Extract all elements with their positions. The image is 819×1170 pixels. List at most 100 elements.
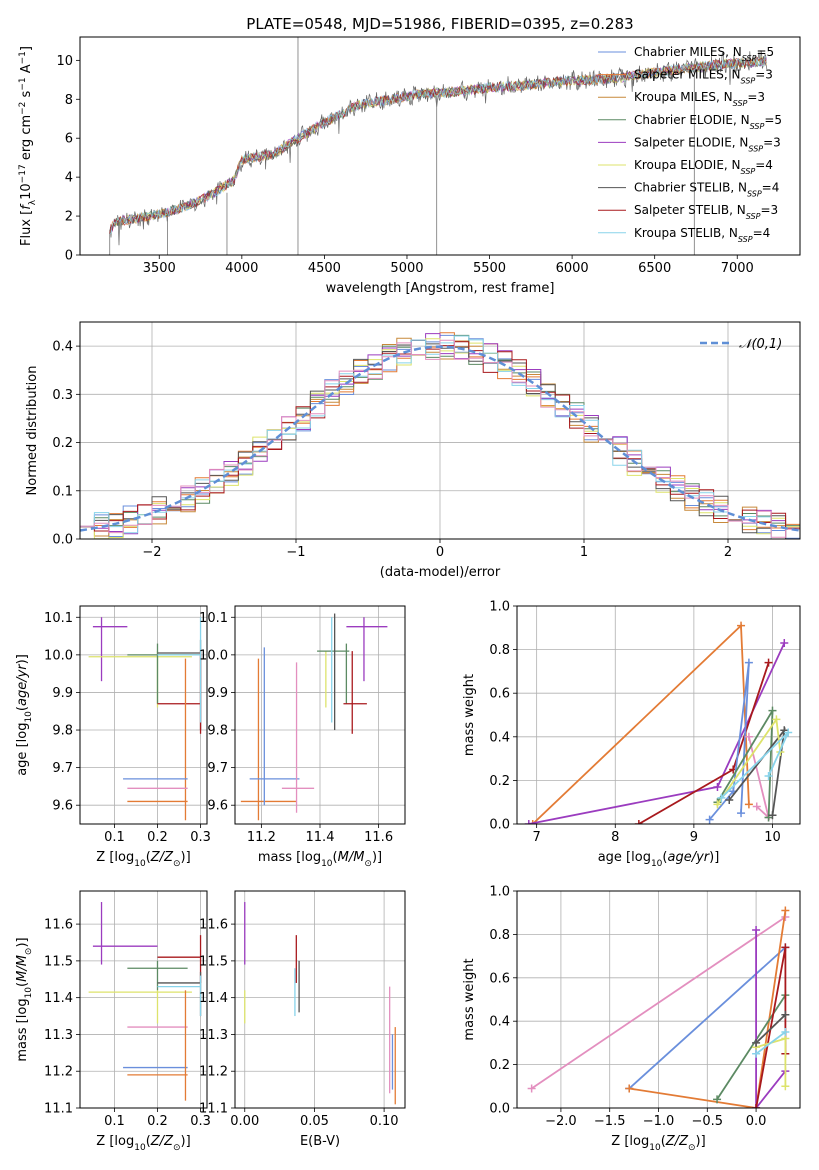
- x-axis-label: (data-model)/error: [380, 565, 501, 580]
- x-tick-label: −1.0: [643, 1114, 675, 1129]
- weight-marker: [527, 1084, 536, 1093]
- weight-line: [531, 916, 786, 1090]
- errorbar-point: [127, 658, 188, 821]
- weight-marker: [752, 1038, 761, 1047]
- y-tick-label: 0.0: [489, 818, 510, 833]
- x-axis-label: E(B-V): [300, 1134, 340, 1149]
- y-tick-label: 11.3: [44, 1028, 73, 1043]
- y-tick-label: 9.9: [52, 686, 73, 701]
- y-tick-label: 10.1: [199, 611, 228, 626]
- weight-line: [755, 1014, 787, 1044]
- x-tick-label: 10: [764, 830, 781, 845]
- weight-marker: [781, 906, 790, 915]
- x-tick-label: 0.05: [300, 1114, 329, 1129]
- y-tick-label: 9.7: [207, 761, 228, 776]
- y-axis-label: mass weight: [462, 674, 477, 756]
- weight-marker: [768, 706, 777, 715]
- x-axis-label: wavelength [Angstrom, rest frame]: [326, 281, 555, 296]
- grid-age_vs_mass: [235, 606, 405, 824]
- errorbars-mass_vs_Z: [88, 902, 202, 1101]
- y-tick-label: 11.6: [199, 918, 228, 933]
- weight-marker: [744, 658, 753, 667]
- x-tick-label: 6000: [556, 261, 589, 276]
- y-tick-label: 0.8: [489, 928, 510, 943]
- y-tick-label: 11.1: [199, 1102, 228, 1117]
- x-tick-label: 2: [724, 545, 732, 560]
- plot-area: [235, 891, 405, 1108]
- y-tick-label: 11.2: [44, 1065, 73, 1080]
- weight-marker: [737, 621, 746, 630]
- weight-marker: [725, 796, 734, 805]
- x-tick-label: 0.00: [230, 1114, 259, 1129]
- errorbars-age_vs_Z: [88, 617, 202, 821]
- y-tick-label: 0.4: [489, 730, 510, 745]
- errorbar-point: [343, 651, 367, 734]
- frame-mass_vs_EBV: [234, 890, 406, 1109]
- x-axis-label: Z [log10(Z/Z⊙)]: [96, 850, 190, 869]
- plot-area: [80, 606, 207, 824]
- y-tick-label: 11.1: [44, 1102, 73, 1117]
- frame-age_vs_Z: [79, 605, 208, 825]
- errorbar-point: [127, 960, 188, 991]
- x-tick-label: −2.0: [545, 1114, 577, 1129]
- y-axis-label: mass weight: [462, 958, 477, 1040]
- spectrum-data: [109, 37, 768, 255]
- y-tick-label: 0.6: [489, 687, 510, 702]
- x-tick-label: 5000: [390, 261, 423, 276]
- weight-marker: [752, 1104, 761, 1108]
- weights-weight_vs_age: [524, 621, 793, 824]
- weight-marker: [744, 800, 753, 809]
- weight-marker: [772, 715, 781, 724]
- x-tick-label: 0.1: [104, 830, 125, 845]
- y-tick-label: 11.2: [199, 1065, 228, 1080]
- weight-line: [628, 946, 787, 1090]
- weight-marker: [781, 1010, 790, 1019]
- x-tick-label: 0.3: [190, 830, 211, 845]
- x-axis-label: Z [log10(Z/Z⊙)]: [611, 1134, 705, 1153]
- y-axis-label: Normed distribution: [25, 366, 40, 496]
- weight-marker: [737, 809, 746, 818]
- weight-marker: [781, 1028, 790, 1037]
- x-tick-label: 6500: [638, 261, 671, 276]
- y-tick-label: 1.0: [489, 600, 510, 615]
- axes-mass_vs_EBV: 0.00 0.05 0.10 11.1 11.2 11.3 11.4 11.5 11.6: [199, 891, 405, 1129]
- legend-entry: Salpeter MILES, NSSP=3: [634, 68, 773, 86]
- normal-curve: [80, 345, 800, 532]
- y-tick-label: 10.0: [44, 648, 73, 663]
- weight-line: [629, 910, 787, 1108]
- y-tick-label: 0.0: [52, 533, 73, 548]
- y-tick-label: 9.8: [52, 724, 73, 739]
- errorbars-mass_vs_EBV: [244, 902, 396, 1105]
- weights-weight_vs_Z: [527, 906, 790, 1108]
- legend-entry: Kroupa ELODIE, NSSP=4: [634, 158, 773, 176]
- weight-line: [755, 930, 787, 1108]
- x-tick-label: 11.2: [247, 830, 276, 845]
- residual-histogram: [80, 339, 800, 538]
- y-tick-label: 9.6: [207, 799, 228, 814]
- spectrum-legend: Chabrier MILES, NSSP=5 Salpeter MILES, NS…: [598, 45, 782, 243]
- x-tick-label: 3500: [143, 261, 176, 276]
- weight-marker: [744, 732, 753, 741]
- x-tick-label: −2: [142, 545, 161, 560]
- y-tick-label: 11.4: [44, 991, 73, 1006]
- weight-marker: [768, 811, 777, 820]
- y-tick-label: 2: [65, 210, 73, 225]
- weight-line: [755, 1031, 786, 1055]
- x-tick-label: 11.4: [306, 830, 335, 845]
- weight-marker: [713, 800, 722, 809]
- x-tick-label: 0: [436, 545, 444, 560]
- x-axis-label: Z [log10(Z/Z⊙)]: [96, 1134, 190, 1153]
- y-tick-label: 0.0: [489, 1102, 510, 1117]
- y-tick-label: 11.5: [199, 954, 228, 969]
- x-tick-label: 1: [580, 545, 588, 560]
- y-tick-label: 9.7: [52, 761, 73, 776]
- x-tick-label: 0.2: [147, 1114, 168, 1129]
- errorbar-point: [127, 990, 188, 1101]
- x-tick-label: 0.1: [104, 1114, 125, 1129]
- x-tick-label: −0.5: [692, 1114, 724, 1129]
- weight-marker: [524, 820, 533, 824]
- y-tick-label: 10.0: [199, 648, 228, 663]
- errorbar-point: [317, 643, 350, 704]
- weight-marker: [752, 802, 761, 811]
- y-tick-label: 0.8: [489, 643, 510, 658]
